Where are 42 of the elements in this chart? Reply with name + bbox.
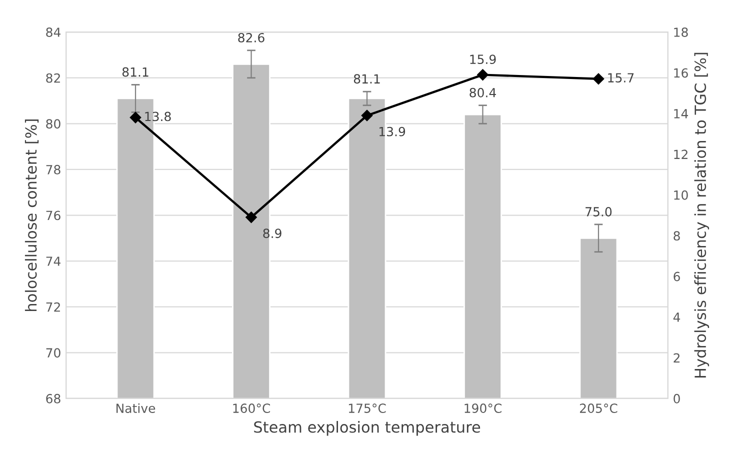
data-label: 81.1	[354, 74, 380, 84]
x-tick-label: 205°C	[580, 404, 618, 413]
point	[592, 73, 604, 84]
x-tick-label: Native	[116, 403, 156, 413]
data-label: 15.7	[608, 73, 634, 83]
y2-tick-label: 10	[674, 190, 688, 200]
x-tick-label: 190°C	[464, 404, 502, 413]
y-tick-label: 74	[46, 256, 60, 266]
y-tick-label: 70	[46, 348, 60, 358]
y-axis-title: holocellulose content [%]	[24, 119, 39, 311]
y2-tick-label: 16	[674, 68, 688, 78]
data-label: 13.9	[379, 126, 406, 136]
point	[477, 69, 488, 80]
y2-tick-label: 8	[674, 231, 680, 241]
data-label: 80.4	[470, 88, 496, 98]
x-axis-title: Steam explosion temperature	[254, 420, 480, 436]
data-label: 15.9	[470, 54, 496, 64]
x-tick-label: 175°C	[348, 404, 386, 413]
x-tick-label: 160°C	[233, 404, 270, 413]
y-tick-label: 78	[46, 164, 60, 174]
y-tick-label: 72	[46, 302, 60, 312]
y2-tick-label: 12	[674, 150, 688, 159]
y2-tick-label: 4	[673, 312, 680, 322]
y2-tick-label: 0	[674, 394, 680, 404]
point	[130, 112, 142, 124]
y-tick-label: 80	[46, 119, 60, 129]
y-tick-label: 82	[46, 73, 60, 83]
point	[361, 110, 373, 122]
data-label: 82.6	[238, 32, 264, 42]
data-label: 81.1	[122, 67, 148, 77]
y2-tick-label: 14	[674, 109, 688, 118]
data-label: 13.8	[145, 112, 171, 122]
data-label: 75.0	[586, 206, 612, 216]
y2-tick-label: 6	[674, 272, 680, 282]
y-tick-label: 76	[46, 210, 60, 220]
y-tick-label: 68	[46, 394, 60, 404]
y2-axis-title: Hydrolysis efficiency in relation to TGC [%]	[694, 52, 710, 378]
y2-tick-label: 2	[674, 353, 680, 362]
data-label: 8.9	[263, 228, 282, 238]
y2-tick-label: 18	[674, 28, 688, 37]
point	[246, 212, 257, 223]
y-tick-label: 84	[46, 28, 60, 37]
